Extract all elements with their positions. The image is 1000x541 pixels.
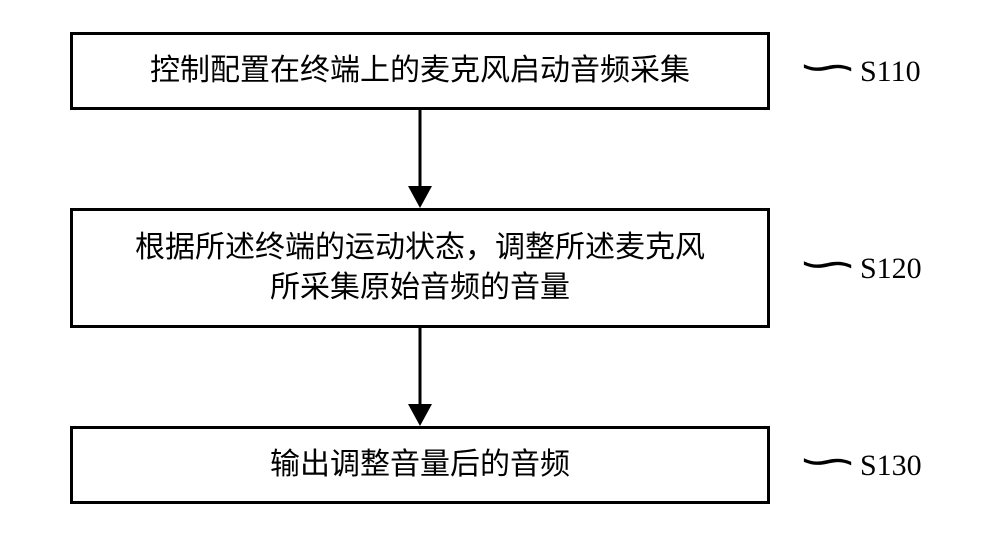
step-text-2: 根据所述终端的运动状态，调整所述麦克风所采集原始音频的音量 (135, 228, 705, 309)
connector-tilde-1: ∽ (796, 42, 859, 92)
step-label-3: S130 (860, 449, 922, 483)
step-box-3: 输出调整音量后的音频 (70, 426, 770, 504)
arrow-1 (400, 110, 440, 208)
step-text-1: 控制配置在终端上的麦克风启动音频采集 (150, 51, 690, 92)
connector-tilde-3: ∽ (796, 436, 859, 486)
flowchart-canvas: 控制配置在终端上的麦克风启动音频采集 ∽ S110 根据所述终端的运动状态，调整… (0, 0, 1000, 541)
step-box-1: 控制配置在终端上的麦克风启动音频采集 (70, 32, 770, 110)
step-label-2: S120 (860, 252, 922, 286)
arrow-2 (400, 328, 440, 426)
step-box-2: 根据所述终端的运动状态，调整所述麦克风所采集原始音频的音量 (70, 208, 770, 328)
step-label-1: S110 (860, 55, 921, 89)
connector-tilde-2: ∽ (796, 239, 859, 289)
step-text-3: 输出调整音量后的音频 (270, 445, 570, 486)
